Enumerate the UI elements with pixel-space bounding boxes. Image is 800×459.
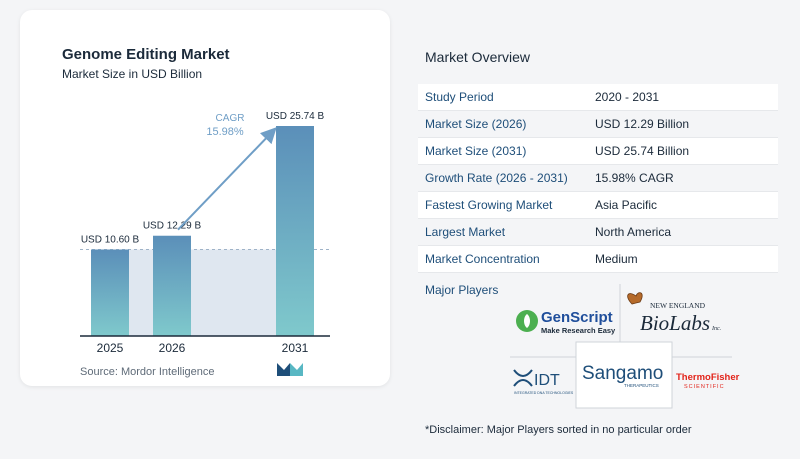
overview-label: Market Size (2026) [425, 117, 527, 131]
sangamo-name: Sangamo [582, 363, 663, 384]
source-note: Source: Mordor Intelligence [80, 366, 215, 378]
neb-suffix: Inc. [711, 326, 721, 332]
bar [91, 249, 129, 336]
neb-top: NEW ENGLAND [650, 301, 706, 310]
thermofisher-logo-icon: ThermoFisher SCIENTIFIC [676, 372, 740, 390]
idt-tagline: INTEGRATED DNA TECHNOLOGIES [514, 391, 574, 395]
thermo-name: ThermoFisher [676, 372, 740, 383]
bar-data-label: USD 10.60 B [81, 235, 140, 246]
idt-logo-icon: IDT INTEGRATED DNA TECHNOLOGIES [513, 369, 574, 395]
overview-row: Market Concentration Medium [418, 246, 778, 273]
genscript-tagline: Make Research Easy [541, 326, 616, 335]
cagr-arrow [177, 127, 277, 231]
overview-row: Growth Rate (2026 - 2031) 15.98% CAGR [418, 165, 778, 192]
neb-biolabs-logo-icon: NEW ENGLAND BioLabs Inc. [627, 292, 721, 335]
category-tick-label: 2025 [97, 341, 124, 355]
major-players-title: Major Players [425, 283, 499, 297]
category-tick-label: 2026 [159, 341, 186, 355]
chart-title: Genome Editing Market [62, 46, 230, 63]
overview-value: North America [595, 225, 672, 239]
overview-row: Market Size (2026) USD 12.29 Billion [418, 111, 778, 138]
overview-row: Fastest Growing Market Asia Pacific [418, 192, 778, 219]
logo-box [575, 341, 673, 409]
overview-table: Study Period 2020 - 2031 Market Size (20… [418, 84, 778, 273]
genscript-name: GenScript [541, 309, 613, 326]
major-players-logos: GenScript Make Research Easy NEW ENGLAND… [510, 284, 740, 409]
overview-value: Asia Pacific [595, 198, 658, 212]
bar-chart: USD 10.60 B 2025 USD 12.29 B 2026 USD 25.74 … [80, 111, 330, 355]
overview-value: USD 12.29 Billion [595, 117, 690, 131]
bar-data-label: USD 12.29 B [143, 221, 202, 232]
overview-value: 15.98% CAGR [595, 171, 674, 185]
category-tick-label: 2031 [282, 341, 309, 355]
bar [153, 235, 191, 336]
idt-name: IDT [534, 372, 560, 389]
overview-label: Market Size (2031) [425, 144, 527, 158]
overview-label: Market Concentration [425, 252, 540, 266]
overview-row: Market Size (2031) USD 25.74 Billion [418, 138, 778, 165]
thermo-tagline: SCIENTIFIC [684, 384, 725, 390]
bar [276, 126, 314, 336]
genscript-logo-icon: GenScript Make Research Easy [516, 309, 616, 335]
chart-subtitle: Market Size in USD Billion [62, 67, 203, 81]
sangamo-tagline: THERAPEUTICS [624, 383, 659, 388]
overview-value: Medium [595, 252, 638, 266]
neb-main: BioLabs [640, 311, 710, 335]
overview-label: Largest Market [425, 225, 506, 239]
disclaimer: *Disclaimer: Major Players sorted in no … [425, 424, 692, 436]
sangamo-logo-icon: Sangamo THERAPEUTICS [582, 363, 663, 388]
cagr-value: 15.98% [206, 126, 244, 138]
overview-row: Largest Market North America [418, 219, 778, 246]
overview-title: Market Overview [425, 49, 531, 65]
overview-label: Growth Rate (2026 - 2031) [425, 171, 568, 185]
overview-label: Study Period [425, 90, 494, 104]
overview-value: USD 25.74 Billion [595, 144, 690, 158]
overview-label: Fastest Growing Market [425, 198, 553, 212]
overview-value: 2020 - 2031 [595, 90, 660, 104]
mordor-logo-icon [277, 363, 303, 376]
cagr-label: CAGR [216, 113, 245, 124]
overview-row: Study Period 2020 - 2031 [418, 84, 778, 111]
bar-data-label: USD 25.74 B [266, 111, 325, 122]
